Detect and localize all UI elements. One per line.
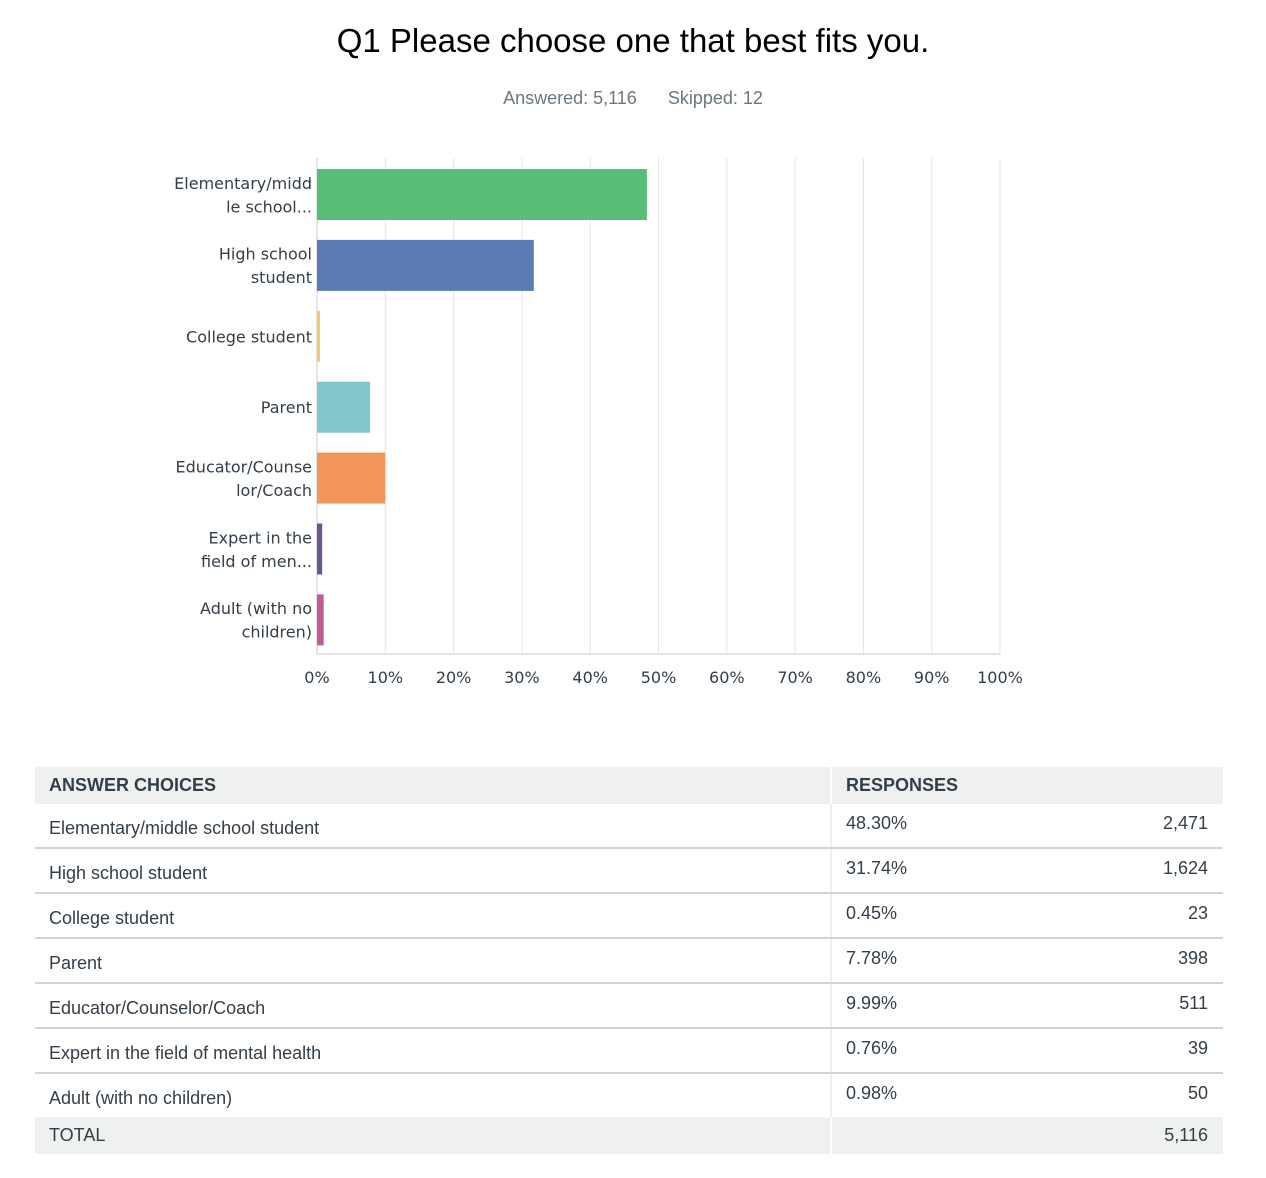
- response-count: 23: [1187, 903, 1208, 923]
- table-row: Adult (with no children) 0.98% 50: [35, 1074, 1223, 1117]
- response-percent: 0.98%: [846, 1083, 898, 1103]
- response-count: 1,624: [1162, 858, 1208, 878]
- response-cell: 0.45% 23: [832, 894, 1223, 937]
- response-count: 2,471: [1162, 813, 1208, 833]
- answer-choice: Educator/Counselor/Coach: [35, 984, 832, 1027]
- response-cell: 7.78% 398: [832, 939, 1223, 982]
- table-header: ANSWER CHOICES RESPONSES: [35, 767, 1223, 804]
- total-value: 5,116: [1164, 1125, 1208, 1145]
- x-tick-label: 10%: [368, 668, 404, 687]
- response-count: 39: [1187, 1038, 1208, 1058]
- response-count: 511: [1179, 993, 1208, 1013]
- header-responses: RESPONSES: [846, 775, 959, 795]
- response-percent: 0.76%: [846, 1038, 898, 1058]
- table-row: Expert in the field of mental health 0.76…: [35, 1029, 1223, 1074]
- response-percent: 7.78%: [846, 948, 898, 968]
- category-label: Parent: [261, 398, 312, 417]
- response-cell: 31.74% 1,624: [832, 849, 1223, 892]
- x-tick-label: 90%: [914, 668, 950, 687]
- x-tick-label: 60%: [709, 668, 745, 687]
- category-label: Adult (with no: [200, 599, 312, 618]
- category-label: le school...: [226, 197, 312, 216]
- bar: [317, 169, 647, 220]
- answer-choice: Expert in the field of mental health: [35, 1029, 832, 1072]
- table-body: Elementary/middle school student 48.30% 2,…: [35, 804, 1223, 1117]
- category-label: lor/Coach: [236, 481, 312, 500]
- response-percent: 0.45%: [846, 903, 898, 923]
- x-tick-label: 40%: [572, 668, 608, 687]
- response-percent: 48.30%: [846, 813, 908, 833]
- table-row: Parent 7.78% 398: [35, 939, 1223, 984]
- response-count: 398: [1177, 948, 1208, 968]
- response-cell: 0.76% 39: [832, 1029, 1223, 1072]
- response-count: 50: [1187, 1083, 1208, 1103]
- bar: [317, 239, 534, 291]
- category-label: Educator/Counse: [176, 457, 312, 476]
- x-tick-label: 70%: [777, 668, 813, 687]
- total-cell: 5,116: [832, 1117, 1223, 1154]
- table-row: College student 0.45% 23: [35, 894, 1223, 939]
- category-label: children): [242, 623, 312, 642]
- answer-choice: College student: [35, 894, 832, 937]
- response-stats: Answered: 5,116 Skipped: 12: [0, 88, 1266, 109]
- x-tick-label: 100%: [977, 668, 1023, 687]
- answer-choice: High school student: [35, 849, 832, 892]
- bar: [317, 310, 321, 362]
- answered-count: Answered: 5,116: [503, 88, 637, 108]
- skipped-count: Skipped: 12: [667, 88, 763, 108]
- response-cell: 48.30% 2,471: [832, 804, 1223, 847]
- category-label: field of men...: [201, 552, 312, 571]
- responses-table: ANSWER CHOICES RESPONSES Elementary/midd…: [35, 767, 1223, 1154]
- response-cell: 9.99% 511: [832, 984, 1223, 1027]
- answer-choice: Elementary/middle school student: [35, 804, 832, 847]
- bar-chart: 0% 10% 20% 30% 40% 50% 60% 70% 80% 90% 100% Element…: [174, 158, 1023, 687]
- x-tick-label: 20%: [436, 668, 472, 687]
- answer-choice: Adult (with no children): [35, 1074, 832, 1117]
- bar: [317, 452, 386, 504]
- table-row: Educator/Counselor/Coach 9.99% 511: [35, 984, 1223, 1029]
- response-percent: 9.99%: [846, 993, 898, 1013]
- category-label: High school: [219, 245, 312, 264]
- category-label: student: [251, 268, 312, 287]
- x-tick-label: 0%: [304, 668, 329, 687]
- x-tick-label: 50%: [641, 668, 677, 687]
- category-label: College student: [186, 327, 312, 346]
- bar: [317, 523, 323, 575]
- response-percent: 31.74%: [846, 858, 908, 878]
- header-answer-choices: ANSWER CHOICES: [35, 767, 832, 804]
- table-total-row: TOTAL 5,116: [35, 1117, 1223, 1154]
- question-title: Q1 Please choose one that best fits you.: [336, 22, 930, 59]
- bar: [317, 594, 324, 646]
- x-tick-label: 30%: [504, 668, 540, 687]
- category-label: Expert in the: [209, 528, 312, 547]
- answer-choice: Parent: [35, 939, 832, 982]
- response-cell: 0.98% 50: [832, 1074, 1223, 1117]
- x-tick-label: 80%: [846, 668, 882, 687]
- category-label: Elementary/midd: [174, 174, 312, 193]
- table-row: High school student 31.74% 1,624: [35, 849, 1223, 894]
- total-label: TOTAL: [35, 1117, 832, 1154]
- table-row: Elementary/middle school student 48.30% 2,…: [35, 804, 1223, 849]
- bar: [317, 381, 371, 433]
